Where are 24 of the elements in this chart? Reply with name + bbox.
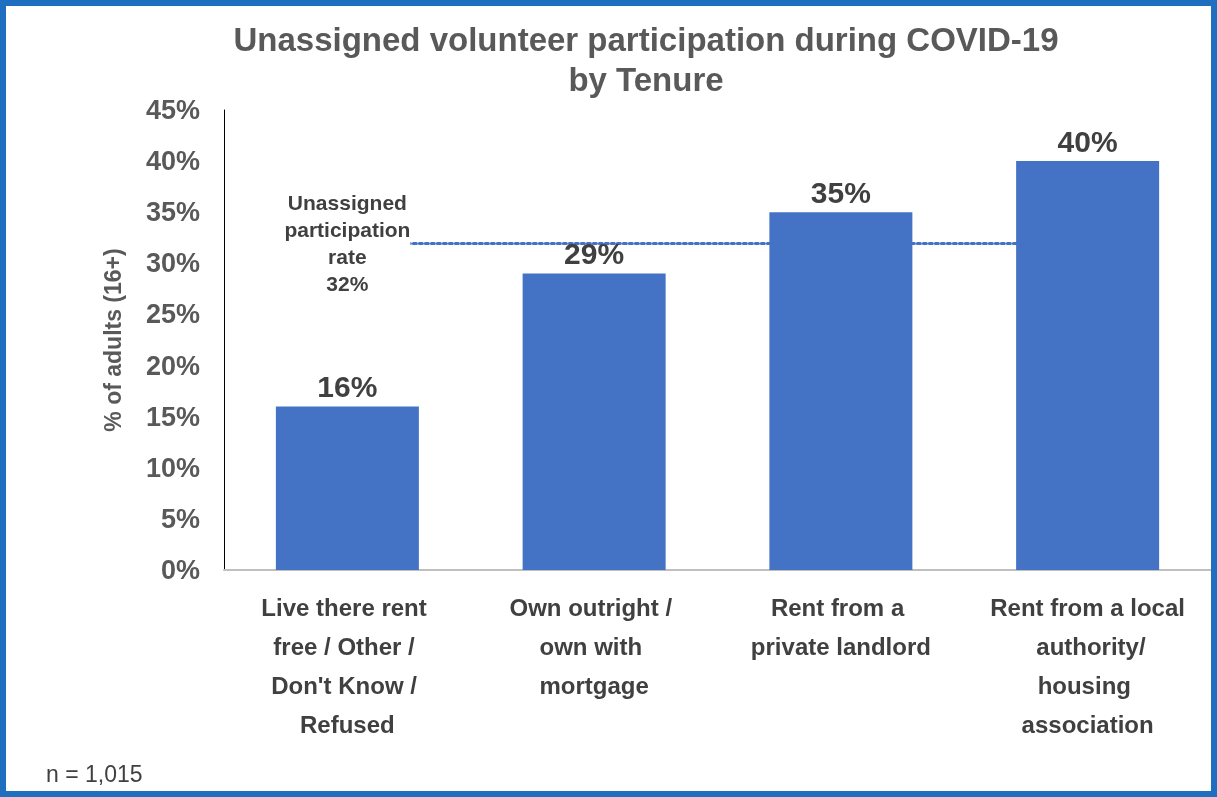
data-label: 35% [810, 175, 871, 209]
data-label: 40% [1057, 124, 1118, 158]
y-tick-label: 30% [145, 248, 200, 279]
bar [275, 406, 419, 570]
data-label: 29% [564, 237, 625, 271]
y-axis-title: % of adults (16+) [99, 248, 126, 432]
ref-line-label: Unassigned participation rate 32% [284, 190, 411, 295]
y-tick-label: 10% [145, 452, 200, 483]
y-tick-label: 5% [160, 503, 200, 534]
y-tick-label: 40% [145, 146, 200, 177]
data-label: 16% [317, 369, 378, 403]
y-tick-label: 0% [160, 555, 200, 585]
y-tick-label: 35% [145, 197, 200, 228]
y-tick-label: 45% [145, 95, 200, 125]
chart-title: Unassigned volunteer participation during COVID-19 by Tenure [233, 20, 1059, 98]
text: n = 1,015 [46, 760, 143, 787]
y-tick-label: 20% [145, 350, 200, 381]
x-tick-label: Live there rent free / Other / Don't Know / Refused [261, 594, 434, 738]
bar [522, 273, 666, 570]
x-tick-label: Rent from a private landlord [750, 594, 931, 660]
x-tick-label: Own outright / own with mortgage [509, 594, 679, 699]
y-tick-label: 25% [145, 299, 200, 330]
y-tick-label: 15% [145, 401, 200, 432]
x-tick-label: Rent from a local authority/housing association [990, 594, 1185, 738]
